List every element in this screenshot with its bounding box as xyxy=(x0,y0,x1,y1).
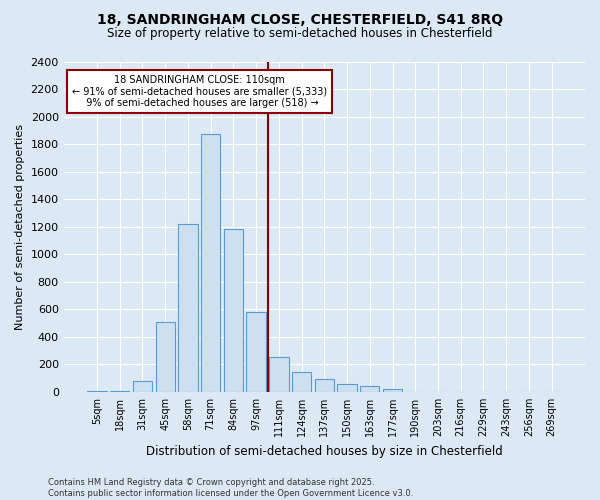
Bar xyxy=(155,322,175,392)
X-axis label: Distribution of semi-detached houses by size in Chesterfield: Distribution of semi-detached houses by … xyxy=(146,444,503,458)
Y-axis label: Number of semi-detached properties: Number of semi-detached properties xyxy=(15,124,25,330)
Bar xyxy=(383,389,402,392)
Text: 18 SANDRINGHAM CLOSE: 110sqm
← 91% of semi-detached houses are smaller (5,333)
 : 18 SANDRINGHAM CLOSE: 110sqm ← 91% of se… xyxy=(72,76,327,108)
Bar xyxy=(201,134,220,392)
Bar xyxy=(337,384,357,392)
Bar xyxy=(314,379,334,392)
Text: Size of property relative to semi-detached houses in Chesterfield: Size of property relative to semi-detach… xyxy=(107,28,493,40)
Text: 18, SANDRINGHAM CLOSE, CHESTERFIELD, S41 8RQ: 18, SANDRINGHAM CLOSE, CHESTERFIELD, S41… xyxy=(97,12,503,26)
Bar xyxy=(360,386,379,392)
Bar xyxy=(247,312,266,392)
Bar xyxy=(178,224,197,392)
Bar xyxy=(133,381,152,392)
Bar xyxy=(110,390,130,392)
Bar xyxy=(292,372,311,392)
Text: Contains HM Land Registry data © Crown copyright and database right 2025.
Contai: Contains HM Land Registry data © Crown c… xyxy=(48,478,413,498)
Bar xyxy=(224,230,243,392)
Bar xyxy=(88,391,107,392)
Bar xyxy=(269,357,289,392)
